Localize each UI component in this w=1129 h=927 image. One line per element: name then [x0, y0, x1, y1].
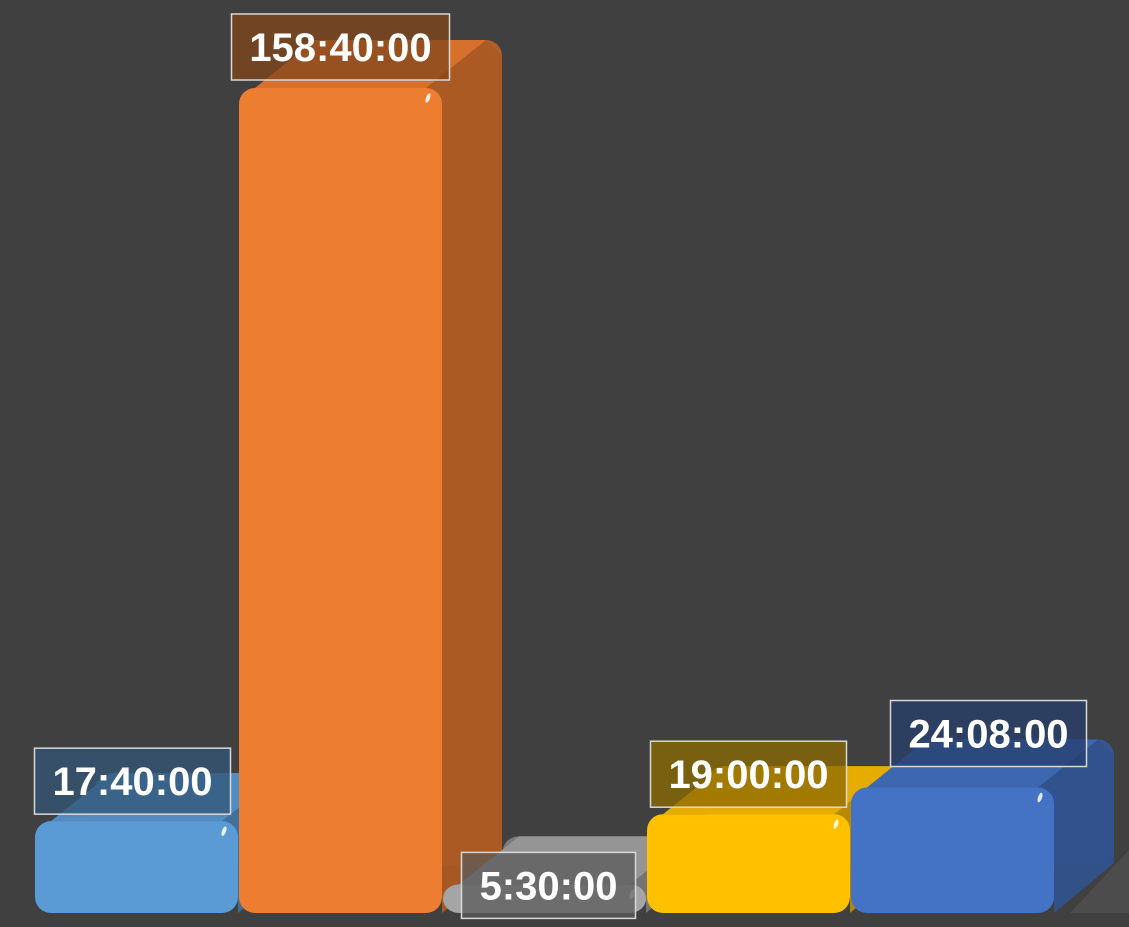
data-label-text: 24:08:00: [908, 713, 1068, 757]
data-label-box: [889, 699, 1088, 768]
bar-front-face: [35, 821, 238, 913]
bar-front-face: [851, 787, 1054, 913]
bar-front-face: [647, 814, 850, 913]
data-label-1: 17:40:00: [33, 747, 232, 815]
data-label-4: 19:00:00: [649, 740, 848, 808]
data-label-text: 5:30:00: [480, 864, 618, 908]
data-label-3: 5:30:00: [460, 851, 637, 920]
bar-highlight: [1037, 792, 1043, 803]
bar-highlight: [221, 826, 227, 836]
data-label-box: [33, 747, 232, 815]
bar-highlight: [833, 819, 839, 829]
bar-front-face: [239, 88, 442, 913]
bar-highlight: [425, 93, 431, 103]
data-label-5: 24:08:00: [889, 699, 1088, 768]
data-label-box: [649, 740, 848, 808]
data-label-2: 158:40:00: [230, 13, 451, 81]
data-labels-layer: 17:40:00 158:40:00 5:30:00 19:00:00 24:08:00: [33, 13, 1088, 920]
data-label-text: 158:40:00: [249, 26, 431, 70]
data-label-box: [460, 851, 637, 920]
bar-side-face: [255, 40, 502, 913]
data-label-text: 17:40:00: [52, 760, 212, 804]
bar-2: [239, 40, 502, 913]
data-label-box: [230, 13, 451, 81]
data-label-text: 19:00:00: [668, 753, 828, 797]
